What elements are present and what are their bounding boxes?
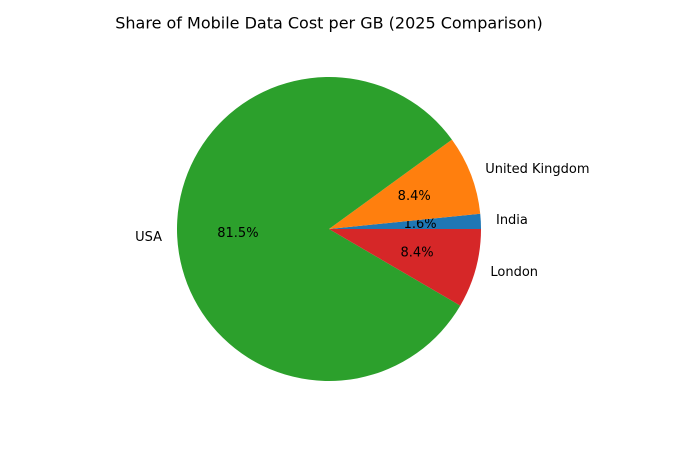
pie-slice	[329, 229, 481, 306]
slice-label: India	[496, 213, 528, 228]
pie-slice	[177, 77, 461, 382]
slice-label: London	[490, 265, 538, 280]
slice-label: USA	[135, 230, 162, 245]
percent-label: 8.4%	[398, 189, 431, 204]
percent-label: 1.6%	[404, 217, 437, 232]
slice-label: United Kingdom	[485, 162, 589, 177]
percent-label: 81.5%	[217, 226, 258, 241]
pie-slice	[329, 139, 481, 229]
percent-label: 8.4%	[401, 245, 434, 260]
chart-title: Share of Mobile Data Cost per GB (2025 C…	[115, 14, 543, 33]
pie-slice	[329, 213, 481, 229]
